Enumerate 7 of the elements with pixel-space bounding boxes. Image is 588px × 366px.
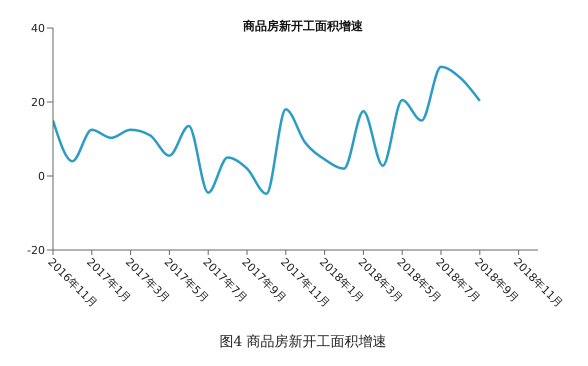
y-tick-label: 40	[31, 22, 45, 35]
y-tick-label: 0	[38, 170, 45, 183]
caption: 图4 商品房新开工面积增速	[218, 333, 388, 351]
y-tick-label: 20	[31, 96, 45, 109]
chart-title: 商品房新开工面积增速	[242, 18, 364, 35]
y-tick-label: -20	[27, 244, 45, 257]
line-series	[53, 66, 482, 196]
